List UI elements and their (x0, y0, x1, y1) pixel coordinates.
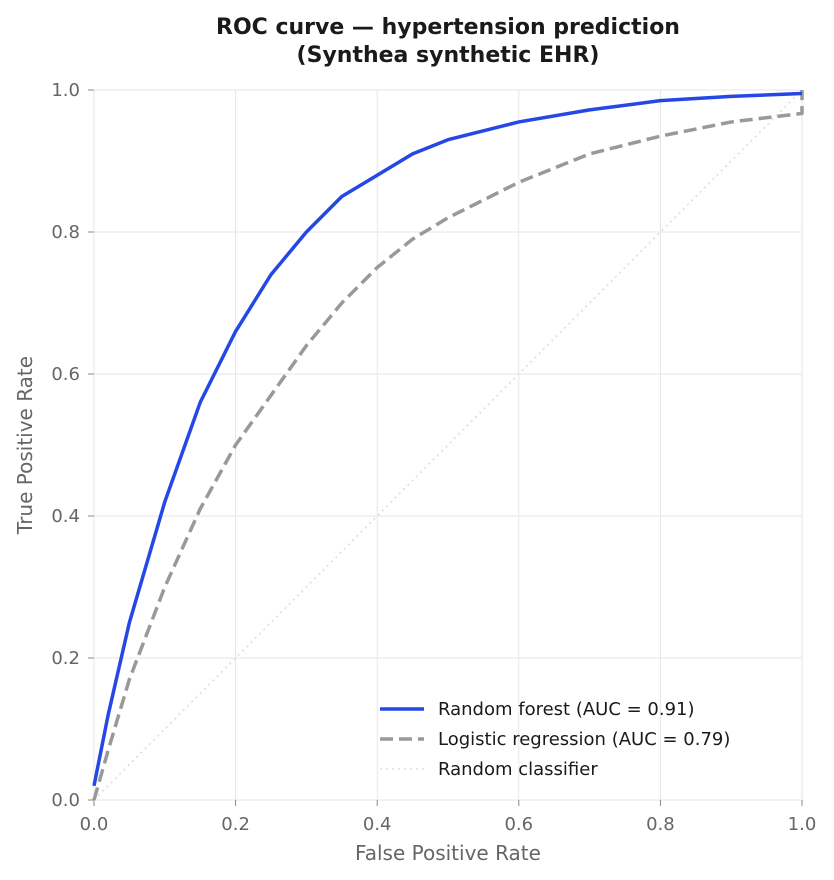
y-tick-label: 0.4 (51, 506, 80, 527)
legend-label-1: Logistic regression (AUC = 0.79) (438, 729, 730, 750)
series-line-0 (92, 91, 803, 787)
x-tick-label: 0.6 (504, 814, 533, 835)
y-tick-label: 0.2 (51, 648, 80, 669)
x-tick-label: 0.8 (646, 814, 675, 835)
y-tick-label: 0.8 (51, 222, 80, 243)
x-tick-label: 0.4 (363, 814, 392, 835)
series-line-2 (93, 89, 803, 801)
plot-series (92, 89, 804, 801)
x-tick-label: 0.0 (80, 814, 109, 835)
grid-lines (93, 89, 803, 801)
chart-subtitle: (Synthea synthetic EHR) (297, 43, 600, 68)
x-axis-label: False Positive Rate (355, 841, 541, 865)
y-tick-label: 0.0 (51, 790, 80, 811)
axis-ticks: 0.0 0.2 0.4 0.6 0.8 1.0 0.0 0.2 0.4 0.6 0.8 1.0 (51, 80, 816, 835)
y-axis-label: True Positive Rate (13, 356, 37, 535)
legend-label-0: Random forest (AUC = 0.91) (438, 699, 695, 720)
y-tick-label: 0.6 (51, 364, 80, 385)
legend: Random forest (AUC = 0.91) Logistic regre… (380, 699, 730, 780)
legend-label-2: Random classifier (438, 759, 598, 780)
y-tick-label: 1.0 (51, 80, 80, 101)
series-line-1 (92, 90, 804, 801)
chart-title: ROC curve — hypertension prediction (216, 15, 680, 40)
x-tick-label: 0.2 (221, 814, 250, 835)
x-tick-label: 1.0 (788, 814, 817, 835)
